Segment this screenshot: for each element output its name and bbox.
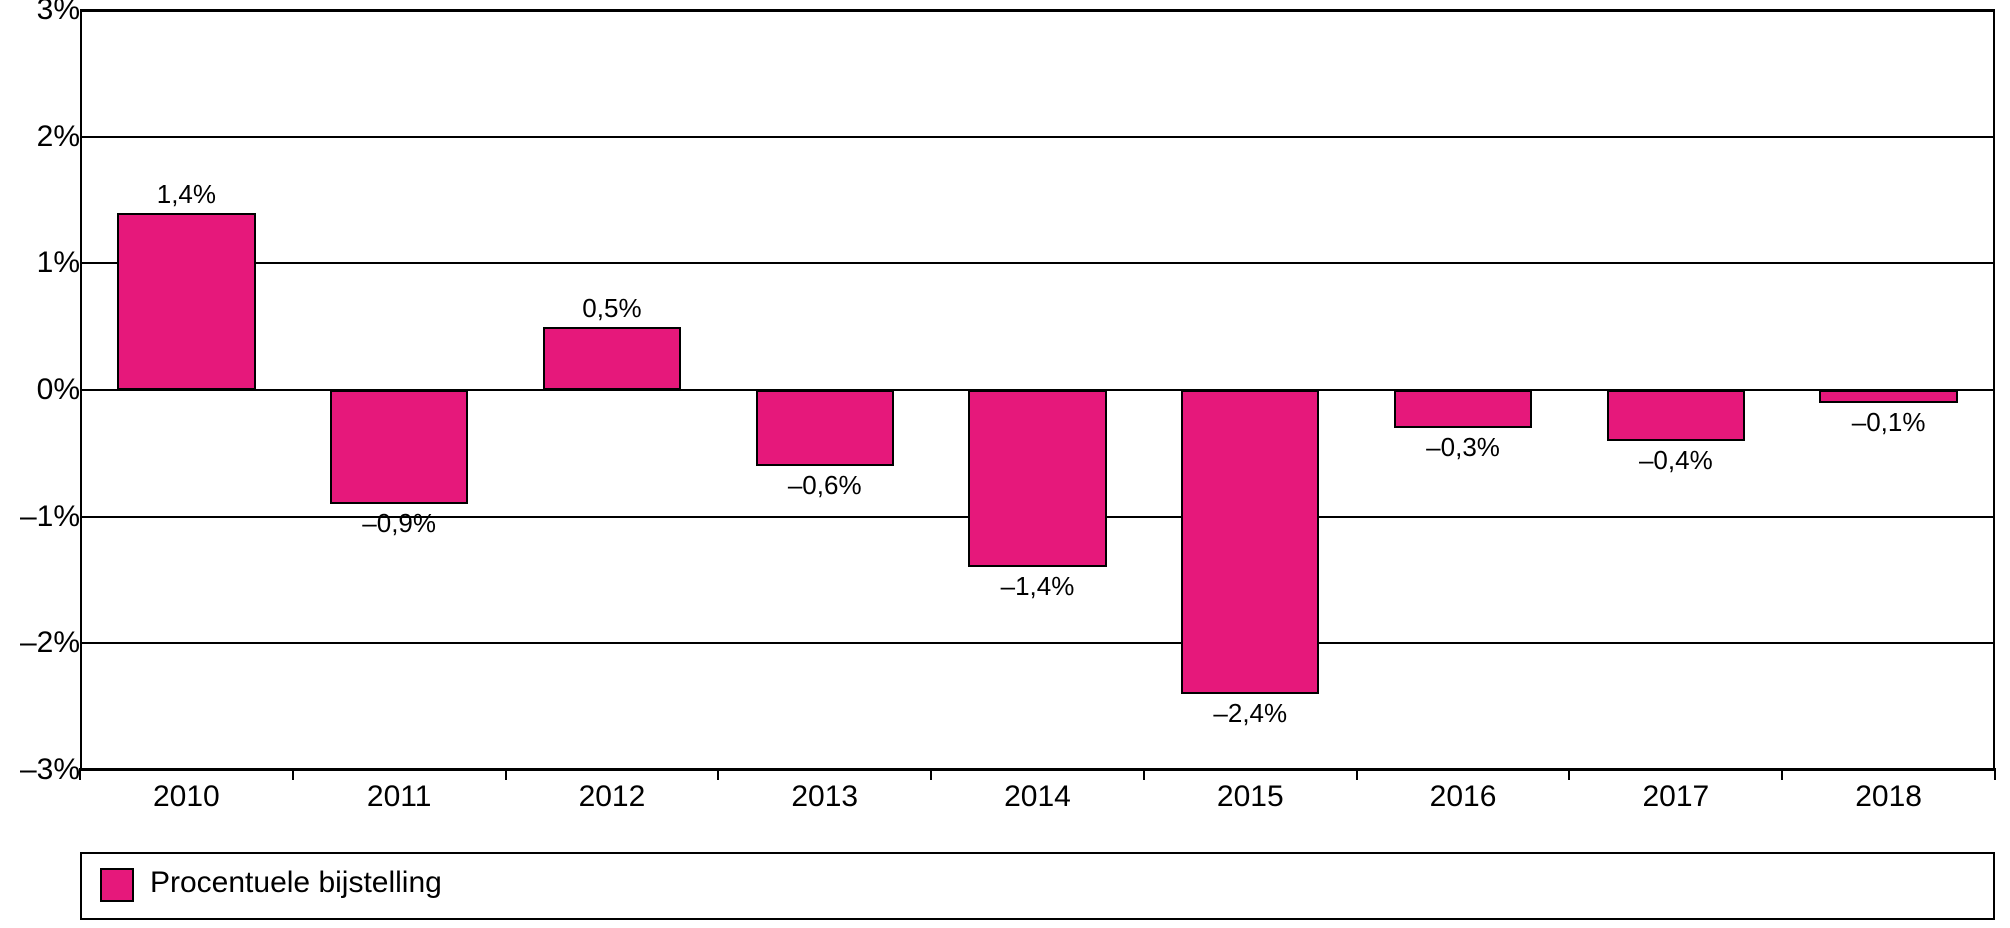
x-tick-label: 2011 <box>367 780 432 814</box>
gridline <box>80 9 1995 11</box>
gridline <box>80 769 1995 771</box>
y-tick-label: –3% <box>20 753 80 787</box>
bar <box>1181 390 1319 694</box>
bar-value-label: –0,1% <box>1852 407 1926 438</box>
legend-label: Procentuele bijstelling <box>150 866 442 900</box>
gridline <box>80 642 1995 644</box>
gridline <box>80 136 1995 138</box>
x-tick-label: 2016 <box>1430 780 1497 814</box>
x-tick-mark <box>1781 768 1783 780</box>
x-tick-mark <box>292 768 294 780</box>
bar-value-label: –2,4% <box>1213 698 1287 729</box>
x-tick-mark <box>79 768 81 780</box>
bar <box>543 327 681 390</box>
x-tick-label: 2018 <box>1855 780 1922 814</box>
y-tick-label: 3% <box>37 0 80 27</box>
bar <box>1394 390 1532 428</box>
x-tick-mark <box>1356 768 1358 780</box>
bar-value-label: –0,9% <box>362 508 436 539</box>
x-tick-mark <box>1994 768 1996 780</box>
x-tick-label: 2014 <box>1004 780 1071 814</box>
x-tick-label: 2012 <box>579 780 646 814</box>
bar <box>756 390 894 466</box>
x-tick-mark <box>717 768 719 780</box>
bar-value-label: –0,3% <box>1426 432 1500 463</box>
bar-value-label: 1,4% <box>157 179 216 210</box>
bar-value-label: –0,6% <box>788 470 862 501</box>
y-tick-label: –1% <box>20 500 80 534</box>
y-tick-label: –2% <box>20 626 80 660</box>
x-tick-label: 2015 <box>1217 780 1284 814</box>
bar <box>117 213 255 390</box>
bar-value-label: 0,5% <box>582 293 641 324</box>
y-tick-label: 1% <box>37 246 80 280</box>
gridline <box>80 262 1995 264</box>
x-tick-label: 2013 <box>791 780 858 814</box>
x-tick-label: 2010 <box>153 780 220 814</box>
bar <box>968 390 1106 567</box>
x-tick-mark <box>1143 768 1145 780</box>
legend-swatch <box>100 868 134 902</box>
y-tick-label: 2% <box>37 120 80 154</box>
bar-chart: –3% –2% –1% 0% 1% 2% 3% 1,4% –0,9% 0,5% –0,6% –1,4… <box>0 0 2010 928</box>
bar-value-label: –1,4% <box>1001 571 1075 602</box>
x-tick-label: 2017 <box>1642 780 1709 814</box>
bar <box>330 390 468 504</box>
x-tick-mark <box>1568 768 1570 780</box>
x-tick-mark <box>505 768 507 780</box>
bar-value-label: –0,4% <box>1639 445 1713 476</box>
y-tick-label: 0% <box>37 373 80 407</box>
bar <box>1607 390 1745 441</box>
x-tick-mark <box>930 768 932 780</box>
bar <box>1819 390 1957 403</box>
